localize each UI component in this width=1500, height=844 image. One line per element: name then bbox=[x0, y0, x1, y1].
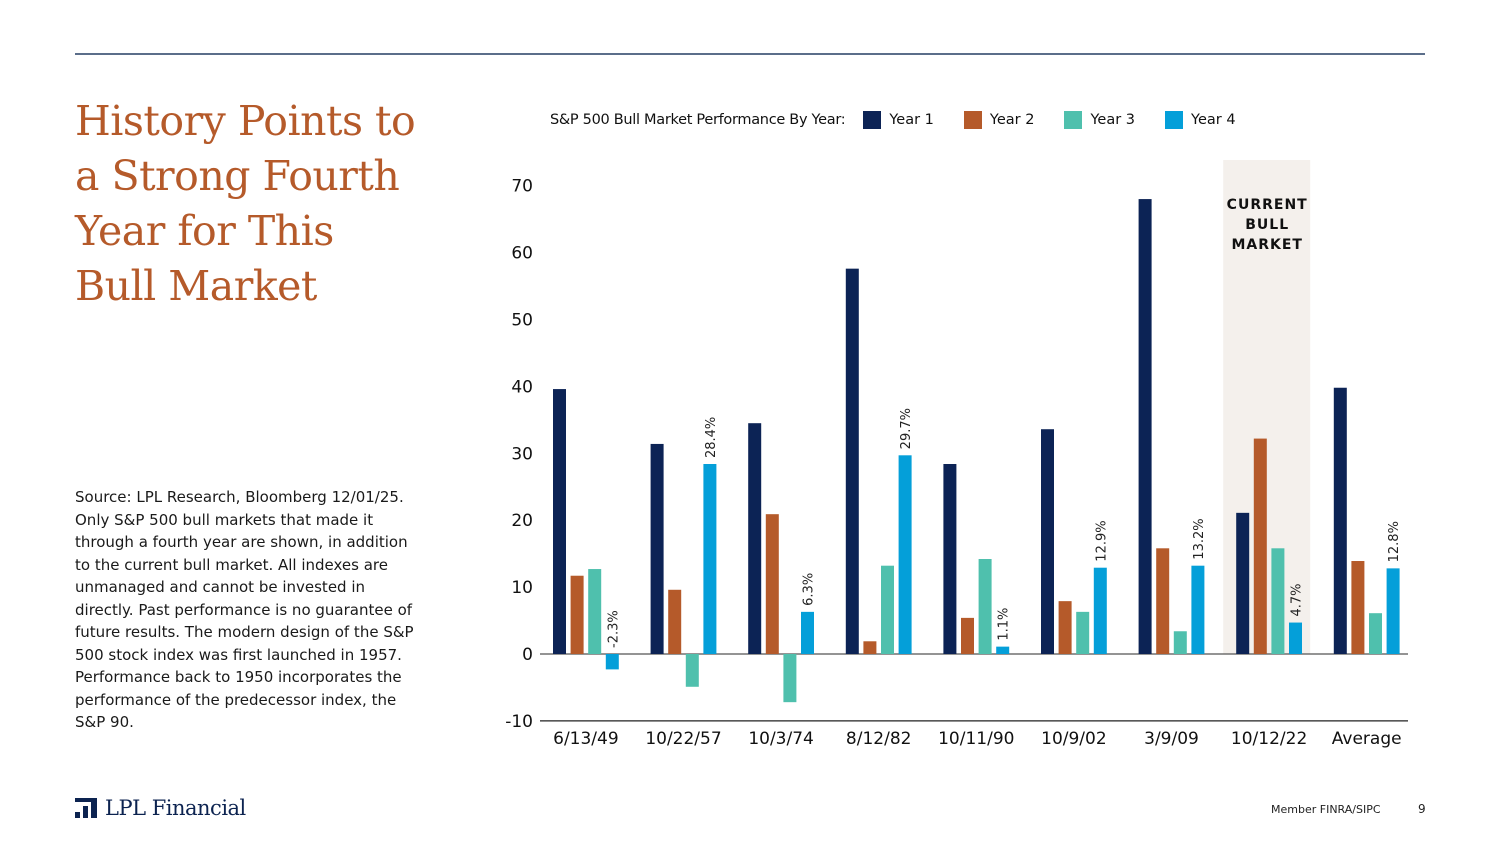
chart-legend: S&P 500 Bull Market Performance By Year:… bbox=[550, 111, 1266, 129]
bar-year-1 bbox=[1333, 387, 1347, 654]
x-tick-label: 3/9/09 bbox=[1144, 729, 1199, 749]
bar-year-3 bbox=[1076, 611, 1090, 654]
legend-swatch bbox=[963, 111, 982, 129]
data-label: 1.1% bbox=[997, 608, 1012, 641]
footer-member: Member FINRA/SIPC bbox=[1271, 803, 1381, 816]
bar-year-3 bbox=[1369, 613, 1382, 654]
bar-year-1 bbox=[748, 423, 762, 654]
bar-year-2 bbox=[668, 589, 682, 654]
x-tick-label: 10/22/57 bbox=[645, 729, 721, 749]
y-tick-label: 50 bbox=[511, 311, 533, 331]
bar-year-4 bbox=[703, 464, 717, 654]
legend-swatch bbox=[1165, 111, 1184, 129]
legend-label: Year 2 bbox=[989, 112, 1035, 128]
bar-year-1 bbox=[1236, 512, 1250, 654]
bar-year-1 bbox=[845, 268, 859, 654]
bar-year-1 bbox=[1041, 429, 1054, 654]
title-line: Year for This bbox=[75, 207, 334, 255]
data-label: 13.2% bbox=[1192, 518, 1207, 559]
lpl-logo-icon bbox=[75, 798, 97, 818]
bar-year-3 bbox=[978, 559, 992, 654]
chart-title: S&P 500 Bull Market Performance By Year: bbox=[550, 112, 846, 128]
data-label: 4.7% bbox=[1290, 584, 1305, 617]
bar-year-2 bbox=[570, 575, 584, 654]
x-tick-label: 8/12/82 bbox=[846, 729, 912, 749]
title-line: a Strong Fourth bbox=[75, 152, 400, 200]
current-bull-market-label: MARKET bbox=[1231, 237, 1303, 253]
bar-year-1 bbox=[943, 464, 957, 654]
bar-year-1 bbox=[650, 443, 664, 654]
bar-year-3 bbox=[783, 654, 797, 703]
y-tick-label: 70 bbox=[511, 177, 533, 197]
legend-item-year-1: Year 1 bbox=[863, 111, 934, 129]
current-bull-market-label: BULL bbox=[1245, 217, 1289, 233]
legend-item-year-4: Year 4 bbox=[1165, 111, 1236, 129]
bar-year-4 bbox=[801, 611, 814, 654]
bar-year-4 bbox=[898, 455, 912, 654]
data-label: 29.7% bbox=[899, 408, 914, 449]
y-tick-label: 40 bbox=[511, 377, 533, 397]
bar-year-4 bbox=[1289, 622, 1302, 654]
legend-item-year-2: Year 2 bbox=[963, 111, 1035, 129]
data-label: 28.4% bbox=[704, 417, 719, 458]
page-title: History Points to a Strong Fourth Year f… bbox=[75, 94, 455, 314]
legend-label: Year 4 bbox=[1191, 112, 1236, 128]
bar-year-3 bbox=[685, 654, 699, 687]
bar-year-4 bbox=[1191, 565, 1205, 654]
title-line: History Points to bbox=[75, 97, 416, 145]
bar-year-2 bbox=[863, 641, 877, 654]
legend-item-year-3: Year 3 bbox=[1064, 111, 1135, 129]
bar-year-1 bbox=[553, 389, 566, 654]
y-tick-label: 0 bbox=[522, 645, 533, 665]
top-rule bbox=[75, 53, 1425, 55]
bar-year-3 bbox=[588, 569, 602, 654]
bar-year-2 bbox=[1156, 548, 1170, 654]
legend-swatch bbox=[863, 111, 882, 129]
bar-year-3 bbox=[1271, 548, 1285, 654]
bar-year-2 bbox=[1058, 601, 1072, 654]
legend-label: Year 3 bbox=[1090, 112, 1136, 128]
x-tick-label: Average bbox=[1332, 729, 1402, 749]
bar-year-2 bbox=[961, 617, 974, 654]
bar-year-4 bbox=[605, 654, 619, 670]
bar-year-2 bbox=[765, 514, 779, 654]
data-label: 12.8% bbox=[1387, 521, 1402, 562]
bar-year-4 bbox=[996, 646, 1010, 654]
y-tick-label: -10 bbox=[505, 712, 533, 732]
bar-year-1 bbox=[1138, 199, 1152, 654]
y-tick-label: 60 bbox=[511, 244, 533, 264]
page-number: 9 bbox=[1418, 802, 1426, 816]
title-line: Bull Market bbox=[75, 262, 317, 310]
legend-swatch bbox=[1064, 111, 1083, 129]
lpl-logo: LPL Financial bbox=[75, 796, 246, 820]
data-label: 12.9% bbox=[1094, 520, 1109, 561]
y-tick-label: 30 bbox=[511, 444, 533, 464]
data-label: -2.3% bbox=[606, 610, 621, 648]
bar-year-3 bbox=[881, 565, 894, 654]
current-bull-market-label: CURRENT bbox=[1227, 197, 1308, 213]
x-tick-label: 10/12/22 bbox=[1231, 729, 1307, 749]
bar-year-4 bbox=[1386, 568, 1400, 654]
y-tick-label: 20 bbox=[511, 511, 533, 531]
legend-label: Year 1 bbox=[889, 112, 934, 128]
bar-year-4 bbox=[1093, 567, 1107, 654]
x-tick-label: 10/3/74 bbox=[748, 729, 814, 749]
source-note: Source: LPL Research, Bloomberg 12/01/25… bbox=[75, 488, 414, 731]
x-tick-label: 10/9/02 bbox=[1041, 729, 1107, 749]
bar-year-2 bbox=[1351, 561, 1365, 654]
y-tick-label: 10 bbox=[511, 578, 533, 598]
bar-year-2 bbox=[1253, 438, 1267, 654]
x-tick-label: 10/11/90 bbox=[938, 729, 1014, 749]
data-label: 6.3% bbox=[802, 573, 817, 606]
x-tick-label: 6/13/49 bbox=[553, 729, 619, 749]
logo-text: LPL Financial bbox=[105, 796, 246, 820]
bar-year-3 bbox=[1173, 631, 1187, 654]
